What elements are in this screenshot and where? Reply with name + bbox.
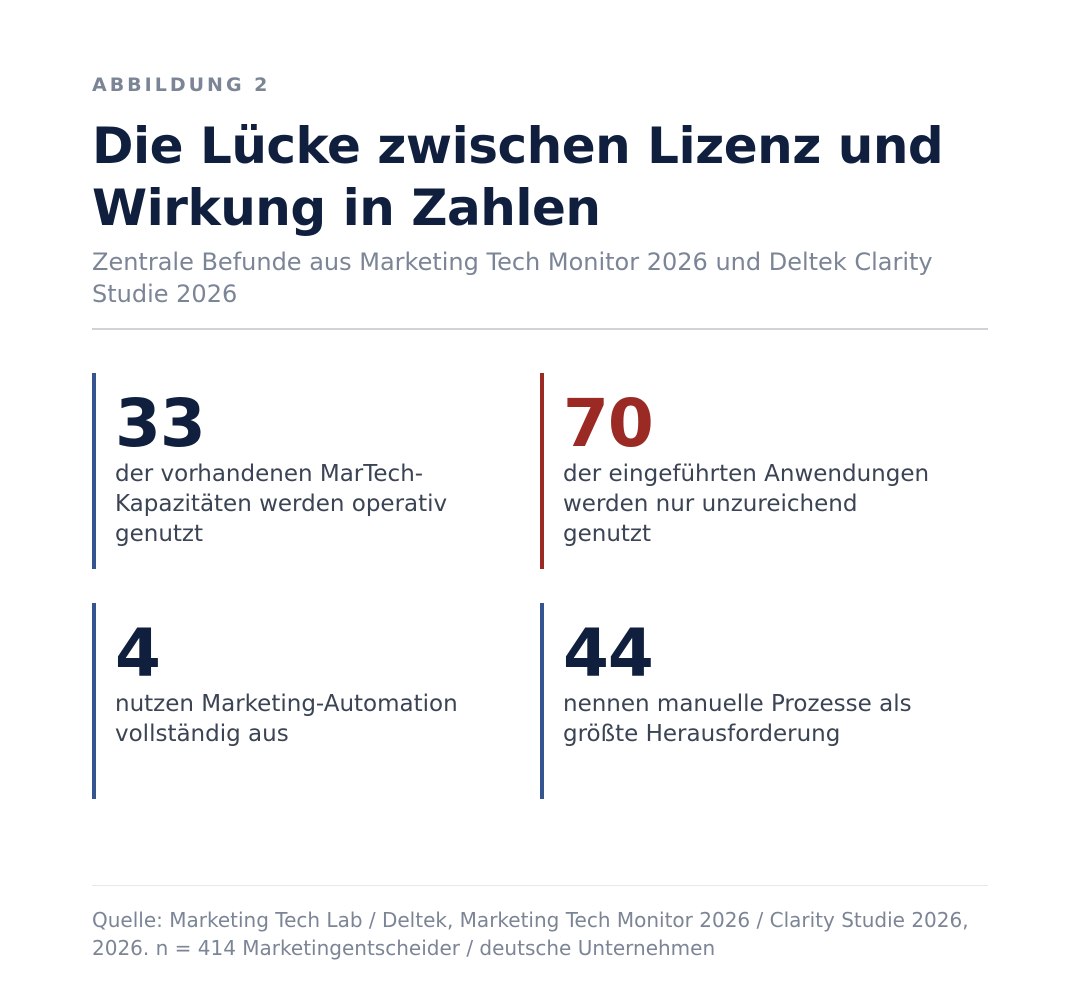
stat-label: der vorhandenen MarTech-Kapazitäten werd…	[115, 461, 448, 547]
stat-card-underused-apps: 70 der eingeführten Anwendungen werden n…	[540, 373, 940, 569]
stat-card-capacity-usage: 33 der vorhandenen MarTech-Kapazitäten w…	[92, 373, 492, 569]
stat-value: 44	[563, 615, 654, 692]
figure-eyebrow: ABBILDUNG 2	[92, 74, 271, 96]
figure-title: Die Lücke zwischen Lizenz und Wirkung in…	[92, 117, 944, 237]
stat-card-automation-usage: 4 nutzen Marketing-Automation vollständi…	[92, 603, 492, 799]
header-divider	[92, 328, 988, 330]
stat-label: nutzen Marketing-Automation vollständig …	[115, 691, 458, 747]
stat-value: 70	[563, 385, 654, 462]
stat-value: 33	[115, 385, 206, 462]
figure-subtitle: Zentrale Befunde aus Marketing Tech Moni…	[92, 248, 933, 308]
footer-divider	[92, 885, 988, 886]
stat-label: nennen manuelle Prozesse als größte Hera…	[563, 691, 912, 747]
source-note: Quelle: Marketing Tech Lab / Deltek, Mar…	[92, 908, 969, 960]
stat-value: 4	[115, 615, 161, 692]
stat-card-manual-processes: 44 nennen manuelle Prozesse als größte H…	[540, 603, 940, 799]
stat-label: der eingeführten Anwendungen werden nur …	[563, 461, 930, 547]
